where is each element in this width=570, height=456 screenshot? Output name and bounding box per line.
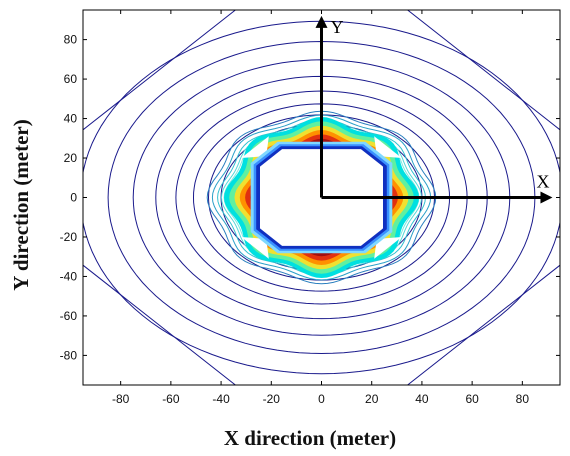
outer-contour-line bbox=[132, 59, 511, 336]
x-tick-label: -40 bbox=[212, 392, 230, 406]
mid-contour-line bbox=[217, 118, 426, 277]
axis-arrows: XY bbox=[315, 15, 553, 204]
diagonal-gap bbox=[241, 237, 269, 259]
x-tick-label: 20 bbox=[365, 392, 379, 406]
x-tick-label: -20 bbox=[263, 392, 281, 406]
x-arrow-head bbox=[540, 191, 553, 204]
y-arrow-label: Y bbox=[331, 17, 344, 37]
x-axis-ticks: -80 -60 -40 -20 0 20 40 60 80 bbox=[112, 10, 529, 406]
diagonal-gap bbox=[374, 136, 402, 158]
outer-contour-line bbox=[155, 75, 488, 320]
x-tick-label: 40 bbox=[415, 392, 429, 406]
x-arrow-label: X bbox=[536, 172, 549, 192]
y-tick-label: 0 bbox=[70, 191, 77, 205]
corner-contour bbox=[83, 10, 560, 385]
outer-contour-line bbox=[83, 20, 560, 375]
y-tick-label: -40 bbox=[60, 269, 78, 283]
outer-contour-line bbox=[107, 40, 536, 355]
y-tick-label: 20 bbox=[64, 151, 78, 165]
y-tick-label: 80 bbox=[64, 33, 78, 47]
y-axis-title: Y direction (meter) bbox=[9, 119, 33, 290]
y-arrow-head bbox=[315, 15, 328, 28]
x-axis-title: X direction (meter) bbox=[224, 426, 396, 450]
x-tick-label: 60 bbox=[465, 392, 479, 406]
y-tick-label: 60 bbox=[64, 72, 78, 86]
y-tick-label: -20 bbox=[60, 230, 78, 244]
mid-contour-line bbox=[211, 114, 432, 281]
diagonal-gap bbox=[374, 237, 402, 259]
outer-contour-line bbox=[175, 90, 468, 305]
y-tick-label: -60 bbox=[60, 309, 78, 323]
y-tick-label: -80 bbox=[60, 348, 78, 362]
x-tick-label: -60 bbox=[162, 392, 180, 406]
mid-contour-line bbox=[206, 110, 437, 285]
outer-contour-line bbox=[192, 103, 451, 292]
x-tick-label: 80 bbox=[516, 392, 530, 406]
x-tick-label: -80 bbox=[112, 392, 130, 406]
outer-contour-line bbox=[207, 114, 436, 281]
x-tick-label: 0 bbox=[318, 392, 325, 406]
y-axis-ticks: 80 60 40 20 0 -20 -40 -60 -80 bbox=[60, 33, 560, 362]
diagonal-gap bbox=[241, 136, 269, 158]
y-tick-label: 40 bbox=[64, 112, 78, 126]
